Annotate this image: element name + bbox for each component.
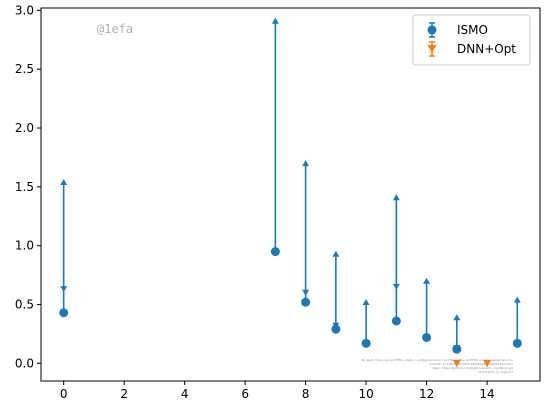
- footnote-line-1: By Kjetil Olsen Lye @ ETHZ <kjetil.o.lye…: [362, 358, 514, 362]
- footnote-block: By Kjetil Olsen Lye @ ETHZ <kjetil.o.lye…: [362, 358, 514, 374]
- ismo-upper-arrow: [271, 17, 279, 24]
- y-tick-label: 0.5: [15, 298, 34, 312]
- dnn-opt-point: [483, 359, 492, 368]
- ismo-point: [391, 316, 401, 326]
- x-tick-label: 10: [358, 387, 373, 401]
- ismo-point: [59, 308, 69, 318]
- x-tick-label: 4: [181, 387, 189, 401]
- x-tick-label: 14: [479, 387, 494, 401]
- ismo-point: [301, 297, 311, 307]
- ismo-upper-arrow: [332, 250, 340, 257]
- y-tick-label: 1.5: [15, 180, 34, 194]
- y-tick-label: 2.5: [15, 62, 34, 76]
- legend: ISMO DNN+Opt: [412, 14, 531, 66]
- ismo-mean-marker: [302, 289, 310, 296]
- watermark-text: @1efa: [97, 22, 133, 36]
- ismo-point: [270, 247, 280, 257]
- y-tick-label: 1.0: [15, 239, 34, 253]
- y-tick-label: 2.0: [15, 121, 34, 135]
- ismo-upper-arrow: [513, 296, 521, 303]
- axes: 0 2 4 6 8 10 12 14 0.0 0.5 1.0 1.5 2.0 2.5 3.0: [15, 3, 541, 401]
- legend-label-dnn-opt: DNN+Opt: [457, 42, 516, 56]
- ismo-upper-arrow: [392, 194, 400, 201]
- y-tick-label: 3.0: [15, 3, 34, 17]
- footnote-line-4: Hostname: yc-login-07: [479, 370, 513, 374]
- ismo-point: [452, 344, 462, 354]
- ismo-upper-arrow: [302, 160, 310, 167]
- legend-entry-dnn-opt: DNN+Opt: [427, 41, 516, 57]
- ismo-upper-arrow: [362, 298, 370, 305]
- ismo-point: [361, 338, 371, 348]
- x-tick-label: 8: [302, 387, 310, 401]
- footnote-line-3: Repo: https://github.com/kjetil-lye/ismo…: [433, 366, 514, 370]
- ismo-upper-arrow: [423, 277, 431, 284]
- x-tick-label: 6: [241, 387, 249, 401]
- y-tick-label: 0.0: [15, 356, 34, 370]
- ismo-upper-arrow: [60, 178, 68, 185]
- legend-entry-ismo: ISMO: [427, 22, 488, 38]
- legend-label-ismo: ISMO: [457, 23, 488, 37]
- dnn-opt-point: [452, 359, 461, 368]
- x-tick-label: 0: [60, 387, 68, 401]
- x-tick-label: 12: [419, 387, 434, 401]
- x-tick-label: 2: [120, 387, 128, 401]
- ismo-point: [422, 332, 432, 342]
- plot-frame: [40, 7, 541, 382]
- ismo-upper-arrow: [453, 314, 461, 321]
- footnote-line-2: Commit: 1c1af5417b030f7c6f3b6a9d3c9d4f12…: [429, 362, 513, 366]
- ismo-point: [512, 338, 522, 348]
- legend-frame: [412, 14, 531, 66]
- plot-area: [59, 17, 522, 368]
- ismo-mean-marker: [60, 286, 68, 293]
- ismo-point: [331, 324, 341, 334]
- legend-dnn-marker: [427, 45, 437, 53]
- ismo-mean-marker: [392, 283, 400, 290]
- legend-ismo-marker: [427, 25, 437, 35]
